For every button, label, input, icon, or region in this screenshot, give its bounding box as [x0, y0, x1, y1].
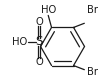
Text: O: O	[35, 57, 43, 67]
Text: HO: HO	[12, 37, 27, 47]
Text: Br: Br	[87, 5, 98, 15]
Text: Br: Br	[87, 67, 98, 77]
Text: HO: HO	[41, 5, 56, 15]
Text: O: O	[35, 17, 43, 27]
Text: S: S	[36, 35, 43, 48]
